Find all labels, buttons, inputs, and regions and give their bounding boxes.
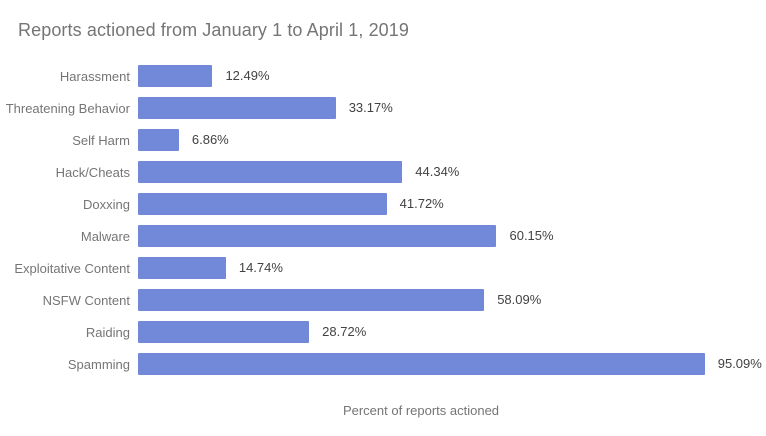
bar-track: 14.74% <box>138 257 734 279</box>
bar-row: Raiding 28.72% <box>0 316 766 348</box>
x-axis-label: Percent of reports actioned <box>342 403 500 418</box>
bar-row: Threatening Behavior 33.17% <box>0 92 766 124</box>
category-label: Malware <box>80 228 130 244</box>
bar <box>138 225 497 247</box>
category-label: NSFW Content <box>42 292 130 308</box>
category-label: Spamming <box>67 356 130 372</box>
bar <box>138 129 179 151</box>
bar-track: 6.86% <box>138 129 734 151</box>
category-label: Harassment <box>59 68 130 84</box>
bar-track: 12.49% <box>138 65 734 87</box>
value-label: 12.49% <box>225 68 270 83</box>
category-label: Exploitative Content <box>14 260 130 276</box>
value-label: 28.72% <box>322 324 367 339</box>
value-label: 6.86% <box>191 132 229 147</box>
bar <box>138 65 213 87</box>
category-label: Raiding <box>85 324 130 340</box>
bar-row: Exploitative Content 14.74% <box>0 252 766 284</box>
x-axis-label-container: Percent of reports actioned <box>138 402 704 420</box>
bar-row: Doxxing 41.72% <box>0 188 766 220</box>
bar-track: 33.17% <box>138 97 734 119</box>
value-label: 14.74% <box>238 260 283 275</box>
value-label: 41.72% <box>399 196 444 211</box>
bar-row: NSFW Content 58.09% <box>0 284 766 316</box>
bar-track: 41.72% <box>138 193 734 215</box>
category-label: Hack/Cheats <box>55 164 130 180</box>
bar-track: 28.72% <box>138 321 734 343</box>
bar <box>138 289 485 311</box>
bar-row: Malware 60.15% <box>0 220 766 252</box>
bar-row: Spamming 95.09% <box>0 348 766 380</box>
bar-row: Harassment 12.49% <box>0 60 766 92</box>
bar <box>138 193 387 215</box>
bar-row: Self Harm 6.86% <box>0 124 766 156</box>
category-label: Doxxing <box>83 196 130 212</box>
bar-track: 60.15% <box>138 225 734 247</box>
value-label: 44.34% <box>415 164 460 179</box>
bar <box>138 161 403 183</box>
value-label: 95.09% <box>717 356 762 371</box>
bar <box>138 97 336 119</box>
value-label: 33.17% <box>348 100 393 115</box>
category-label: Self Harm <box>72 132 130 148</box>
bar <box>138 353 705 375</box>
category-label: Threatening Behavior <box>5 100 130 116</box>
bar-track: 58.09% <box>138 289 734 311</box>
bar-track: 95.09% <box>138 353 762 375</box>
value-label: 58.09% <box>497 292 542 307</box>
chart-title: Reports actioned from January 1 to April… <box>18 20 410 40</box>
bar-row: Hack/Cheats 44.34% <box>0 156 766 188</box>
chart-plot-area: Harassment 12.49% Threatening Behavior 3… <box>0 60 766 380</box>
bar <box>138 257 226 279</box>
value-label: 60.15% <box>509 228 554 243</box>
bar-track: 44.34% <box>138 161 734 183</box>
bar <box>138 321 310 343</box>
